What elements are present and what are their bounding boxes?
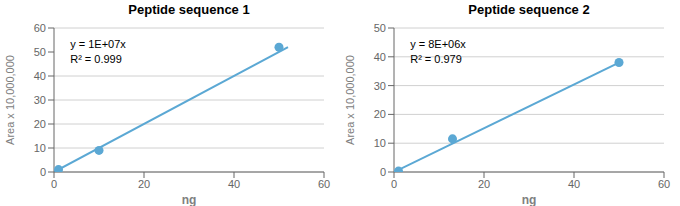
svg-text:Area x 10,000,000: Area x 10,000,000	[344, 55, 356, 145]
svg-text:60: 60	[34, 22, 46, 34]
svg-text:20: 20	[138, 178, 150, 190]
svg-text:20: 20	[478, 178, 490, 190]
svg-text:20: 20	[34, 118, 46, 130]
svg-text:60: 60	[318, 178, 330, 190]
svg-text:0: 0	[51, 178, 57, 190]
svg-text:0: 0	[40, 166, 46, 178]
html-text:R² = 0.979: R² = 0.979	[410, 52, 462, 65]
html-text:Peptide sequence 2: Peptide sequence 2	[468, 2, 590, 17]
svg-text:50: 50	[34, 46, 46, 58]
html-text:y = 8E+06x: y = 8E+06x	[410, 37, 466, 50]
svg-text:40: 40	[228, 178, 240, 190]
svg-text:0: 0	[391, 178, 397, 190]
svg-text:40: 40	[374, 51, 386, 63]
svg-text:10: 10	[34, 142, 46, 154]
svg-text:40: 40	[568, 178, 580, 190]
svg-text:30: 30	[374, 80, 386, 92]
html-text:y = 1E+07x: y = 1E+07x	[70, 37, 126, 50]
svg-text:30: 30	[34, 94, 46, 106]
svg-text:ng: ng	[182, 193, 197, 206]
svg-text:ng: ng	[522, 193, 537, 206]
svg-text:Area x 10,000,000: Area x 10,000,000	[8, 55, 16, 145]
html-text:Peptide sequence 1: Peptide sequence 1	[128, 2, 250, 17]
svg-text:0: 0	[380, 166, 386, 178]
html-text:R² = 0.999: R² = 0.999	[70, 52, 122, 65]
svg-text:20: 20	[374, 108, 386, 120]
svg-text:40: 40	[34, 70, 46, 82]
svg-text:60: 60	[658, 178, 670, 190]
svg-text:10: 10	[374, 137, 386, 149]
svg-text:50: 50	[374, 22, 386, 34]
